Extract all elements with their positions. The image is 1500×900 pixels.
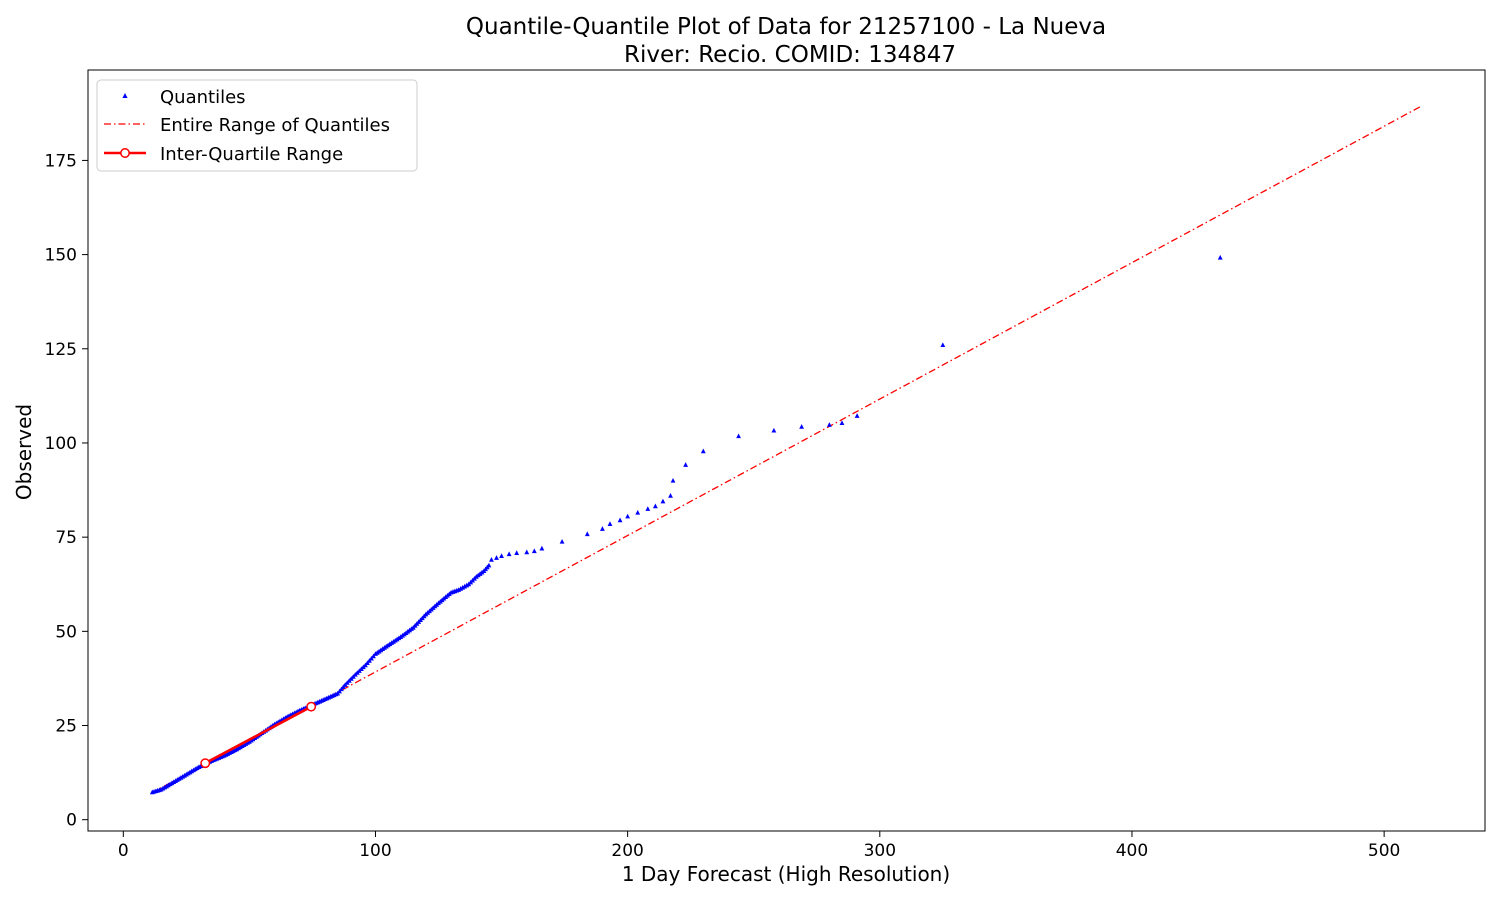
x-tick-label: 300 [864,841,896,861]
y-tick-label: 25 [55,717,77,737]
x-tick-label: 0 [118,841,129,861]
quantile-point [1217,254,1223,260]
quantile-point [607,521,613,526]
quantile-point [736,433,741,439]
quantile-point [499,553,504,558]
legend-quantiles-label: Quantiles [160,87,246,108]
quantile-point [652,503,658,509]
quantile-point [799,424,805,429]
chart-title-line2: River: Recio. COMID: 134847 [624,42,956,68]
x-tick-label: 500 [1368,841,1400,861]
x-tick-label: 200 [611,841,643,861]
legend-box [96,79,418,172]
y-tick-label: 0 [66,811,77,831]
quantile-point [660,498,666,504]
quantile-point [494,555,499,560]
y-tick-label: 175 [45,151,77,171]
quantile-point [940,342,946,348]
quantile-point [531,548,537,554]
x-axis: 0 100 200 300 400 500 [118,831,1400,861]
quantile-point [839,420,845,425]
quantile-point [584,531,590,537]
quantile-point [854,413,860,418]
quantile-point [670,477,676,483]
iqr-line [204,705,312,765]
quantile-point [559,538,565,544]
y-tick-label: 125 [45,340,77,360]
quantile-point [524,549,530,555]
legend-iqr-marker [120,148,130,158]
plot-frame [87,69,1486,832]
y-axis-label: Observed [12,404,36,500]
y-tick-label: 100 [45,434,77,454]
quantile-point [635,509,641,515]
legend-iqr-label: Inter-Quartile Range [160,144,343,165]
iqr-point [200,758,211,769]
x-tick-label: 100 [359,841,391,861]
iqr-point [306,701,317,712]
x-tick-label: 400 [1116,841,1148,861]
y-axis: 0 25 50 75 100 125 150 175 [45,151,88,831]
quantile-point [486,562,492,568]
quantile-point [625,513,631,519]
legend-quantiles-marker [122,93,128,98]
x-axis-label: 1 Day Forecast (High Resolution) [622,862,950,886]
chart-title-line1: Quantile-Quantile Plot of Data for 21257… [466,14,1106,40]
quantile-point [506,551,512,557]
quantile-point [771,427,777,433]
quantile-point [683,462,689,467]
quantile-point [668,493,673,498]
quantile-point [700,448,706,454]
quantile-point [645,506,651,511]
legend-entire-range-label: Entire Range of Quantiles [160,115,390,136]
quantile-point [617,517,623,523]
y-tick-label: 75 [55,528,77,548]
quantile-point [826,422,832,427]
quantile-point [600,526,605,531]
entire-range-line [150,105,1423,794]
y-tick-label: 50 [55,622,77,642]
quantile-point [514,550,520,555]
quantile-point [489,557,494,562]
y-tick-label: 150 [45,246,77,266]
legend: Quantiles Entire Range of Quantiles Inte… [96,79,418,172]
quantile-point [539,545,545,551]
plot-area [149,105,1423,795]
